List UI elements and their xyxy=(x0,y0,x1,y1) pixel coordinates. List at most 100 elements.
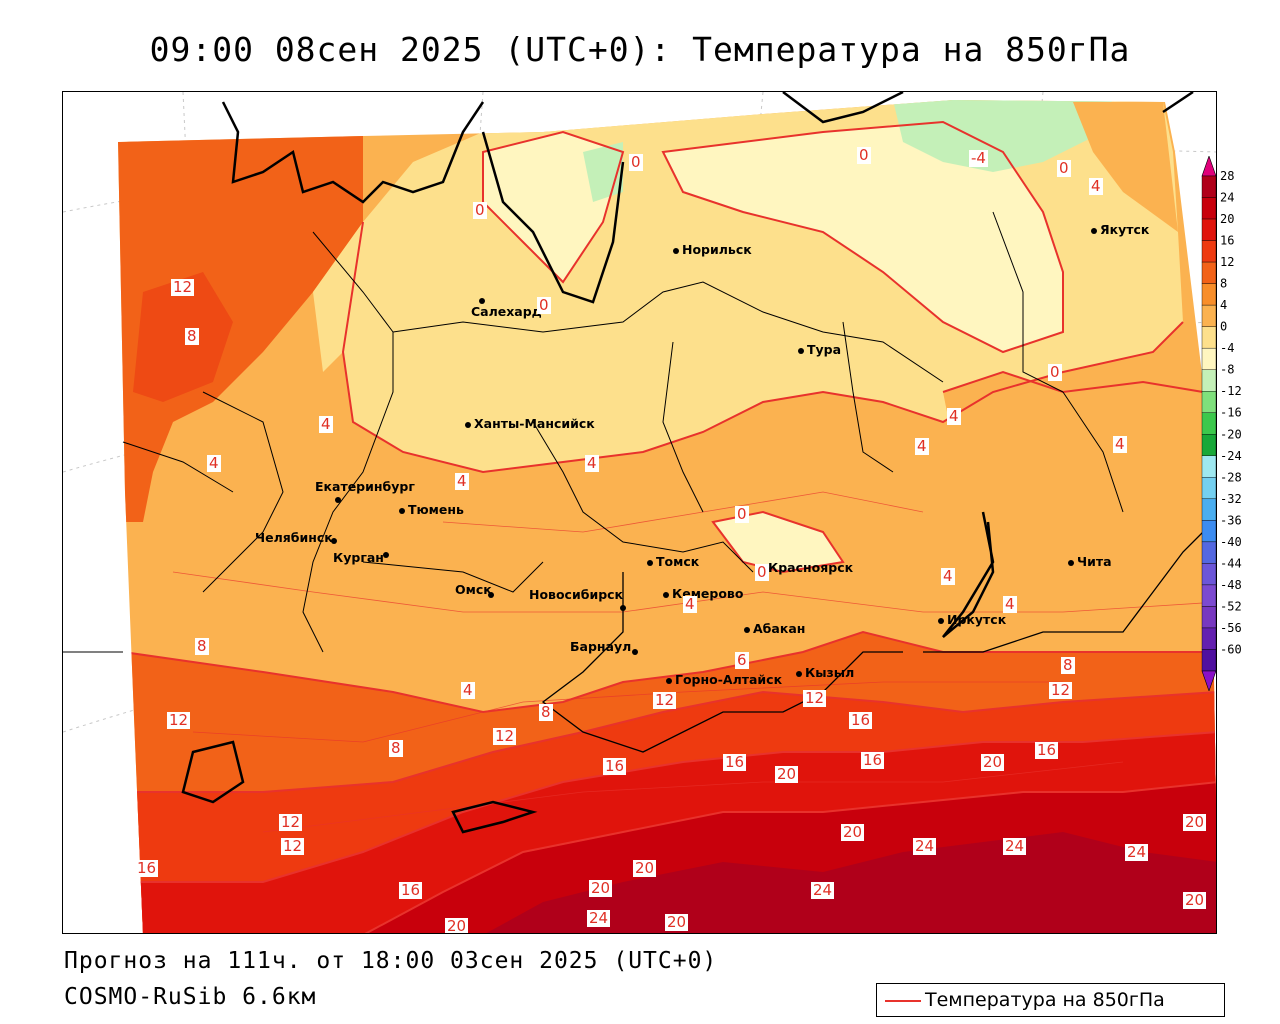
contour-label: 4 xyxy=(915,437,929,455)
contour-label: 4 xyxy=(455,472,469,490)
city-label: Кызыл xyxy=(796,665,854,680)
city-label: Новосибирск xyxy=(529,587,624,602)
map-title: 09:00 08сен 2025 (UTC+0): Температура на… xyxy=(149,30,1131,69)
city-label: Тура xyxy=(798,342,841,357)
city-label: Омск xyxy=(455,582,492,597)
contour-label: 20 xyxy=(665,913,689,931)
colorbar-tick-label: -8 xyxy=(1220,363,1234,377)
colorbar-tick-label: -52 xyxy=(1220,599,1242,613)
colorbar-tick-label: -12 xyxy=(1220,384,1242,398)
colorbar-tick-label: -20 xyxy=(1220,427,1242,441)
contour-label: 0 xyxy=(1057,159,1071,177)
contour-label: 12 xyxy=(1049,681,1073,699)
colorbar-tick-label: 8 xyxy=(1220,277,1227,291)
colorbar-swatch xyxy=(1201,498,1217,521)
contour-label: 0 xyxy=(1048,363,1062,381)
city-label: Кемерово xyxy=(663,586,743,601)
contour-label: 20 xyxy=(1183,813,1207,831)
contour-label: 0 xyxy=(473,201,487,219)
contour-label: 16 xyxy=(723,753,747,771)
contour-label: 4 xyxy=(683,595,697,613)
contour-label: 4 xyxy=(947,407,961,425)
colorbar-swatch xyxy=(1201,606,1217,629)
contour-label: 8 xyxy=(389,739,403,757)
colorbar-swatch xyxy=(1201,240,1217,263)
city-label xyxy=(335,491,344,506)
city-label xyxy=(632,643,641,658)
colorbar-swatch xyxy=(1201,541,1217,564)
contour-label: 16 xyxy=(135,859,159,877)
legend: Температура на 850гПа xyxy=(876,983,1225,1017)
colorbar-tick-label: -24 xyxy=(1220,449,1242,463)
contour-label: 20 xyxy=(445,917,469,934)
contour-label: 12 xyxy=(653,691,677,709)
colorbar-swatch xyxy=(1201,175,1217,198)
colorbar-swatch xyxy=(1201,283,1217,306)
contour-label: 8 xyxy=(1061,656,1075,674)
colorbar-swatch xyxy=(1201,261,1217,284)
contour-label: 4 xyxy=(461,681,475,699)
temperature-map xyxy=(63,92,1216,933)
colorbar-swatch xyxy=(1201,627,1217,650)
colorbar-tick-label: -44 xyxy=(1220,556,1242,570)
colorbar-tick-label: -48 xyxy=(1220,578,1242,592)
colorbar-graphic: 28 24 20 16 12 8 4 0 -4 -8 -12 -16 -20 -24 -28 -32 -36 -4… xyxy=(1201,155,1242,692)
city-label: Ханты-Мансийск xyxy=(465,416,595,431)
contour-label: 24 xyxy=(913,837,937,855)
contour-label: -4 xyxy=(969,149,988,167)
colorbar-swatch xyxy=(1201,347,1217,370)
contour-label: 20 xyxy=(589,879,613,897)
colorbar-swatch xyxy=(1201,197,1217,220)
colorbar-tick-label: -36 xyxy=(1220,513,1242,527)
city-label: Горно-Алтайск xyxy=(666,672,782,687)
city-label: Тюмень xyxy=(399,502,464,517)
contour-label: 16 xyxy=(1035,741,1059,759)
colorbar-swatch xyxy=(1201,391,1217,413)
city-label xyxy=(620,599,629,614)
contour-label: 4 xyxy=(585,454,599,472)
city-label: Барнаул xyxy=(570,639,632,654)
forecast-info: Прогноз на 111ч. от 18:00 03сен 2025 (UT… xyxy=(64,948,718,974)
colorbar-swatch xyxy=(1201,369,1217,392)
city-label: Курган xyxy=(333,550,384,565)
contour-label: 16 xyxy=(849,711,873,729)
colorbar: 28 24 20 16 12 8 4 0 -4 -8 -12 -16 -20 -24 -28 -32 -36 -4… xyxy=(1200,155,1280,692)
contour-label: 24 xyxy=(587,909,611,927)
contour-label: 12 xyxy=(803,689,827,707)
contour-label: 16 xyxy=(861,751,885,769)
colorbar-swatch xyxy=(1201,304,1217,327)
model-name: COSMO-RuSib 6.6км xyxy=(64,984,317,1010)
contour-label: 0 xyxy=(857,146,871,164)
contour-label: 16 xyxy=(399,881,423,899)
colorbar-swatch xyxy=(1201,218,1217,241)
colorbar-tick-label: 20 xyxy=(1220,212,1234,226)
colorbar-tick-label: 24 xyxy=(1220,191,1234,205)
contour-label: 4 xyxy=(941,567,955,585)
colorbar-tick-label: -60 xyxy=(1220,642,1242,656)
colorbar-tick-label: 12 xyxy=(1220,255,1234,269)
contour-label: 24 xyxy=(1125,843,1149,861)
colorbar-swatch xyxy=(1201,563,1217,586)
contour-label: 4 xyxy=(1003,595,1017,613)
colorbar-tick-label: -4 xyxy=(1220,341,1234,355)
contour-label: 20 xyxy=(841,823,865,841)
legend-line-swatch xyxy=(885,1000,921,1002)
city-label: Якутск xyxy=(1091,222,1149,237)
colorbar-swatch xyxy=(1201,412,1217,435)
contour-label: 8 xyxy=(195,637,209,655)
contour-label: 20 xyxy=(1183,891,1207,909)
city-label xyxy=(479,292,488,307)
contour-label: 0 xyxy=(755,563,769,581)
temperature-field xyxy=(118,100,1216,933)
contour-label: 0 xyxy=(537,296,551,314)
colorbar-swatch xyxy=(1201,520,1217,543)
contour-label: 24 xyxy=(811,881,835,899)
legend-label: Температура на 850гПа xyxy=(925,989,1165,1011)
contour-label: 20 xyxy=(775,765,799,783)
map-panel[interactable]: Норильск Якутск Салехард Тура Ханты-Манс… xyxy=(62,91,1217,934)
city-label: Чита xyxy=(1068,554,1112,569)
colorbar-swatch xyxy=(1201,477,1217,500)
colorbar-bottom-arrow xyxy=(1201,670,1217,692)
contour-label: 8 xyxy=(185,327,199,345)
colorbar-tick-label: -28 xyxy=(1220,470,1242,484)
